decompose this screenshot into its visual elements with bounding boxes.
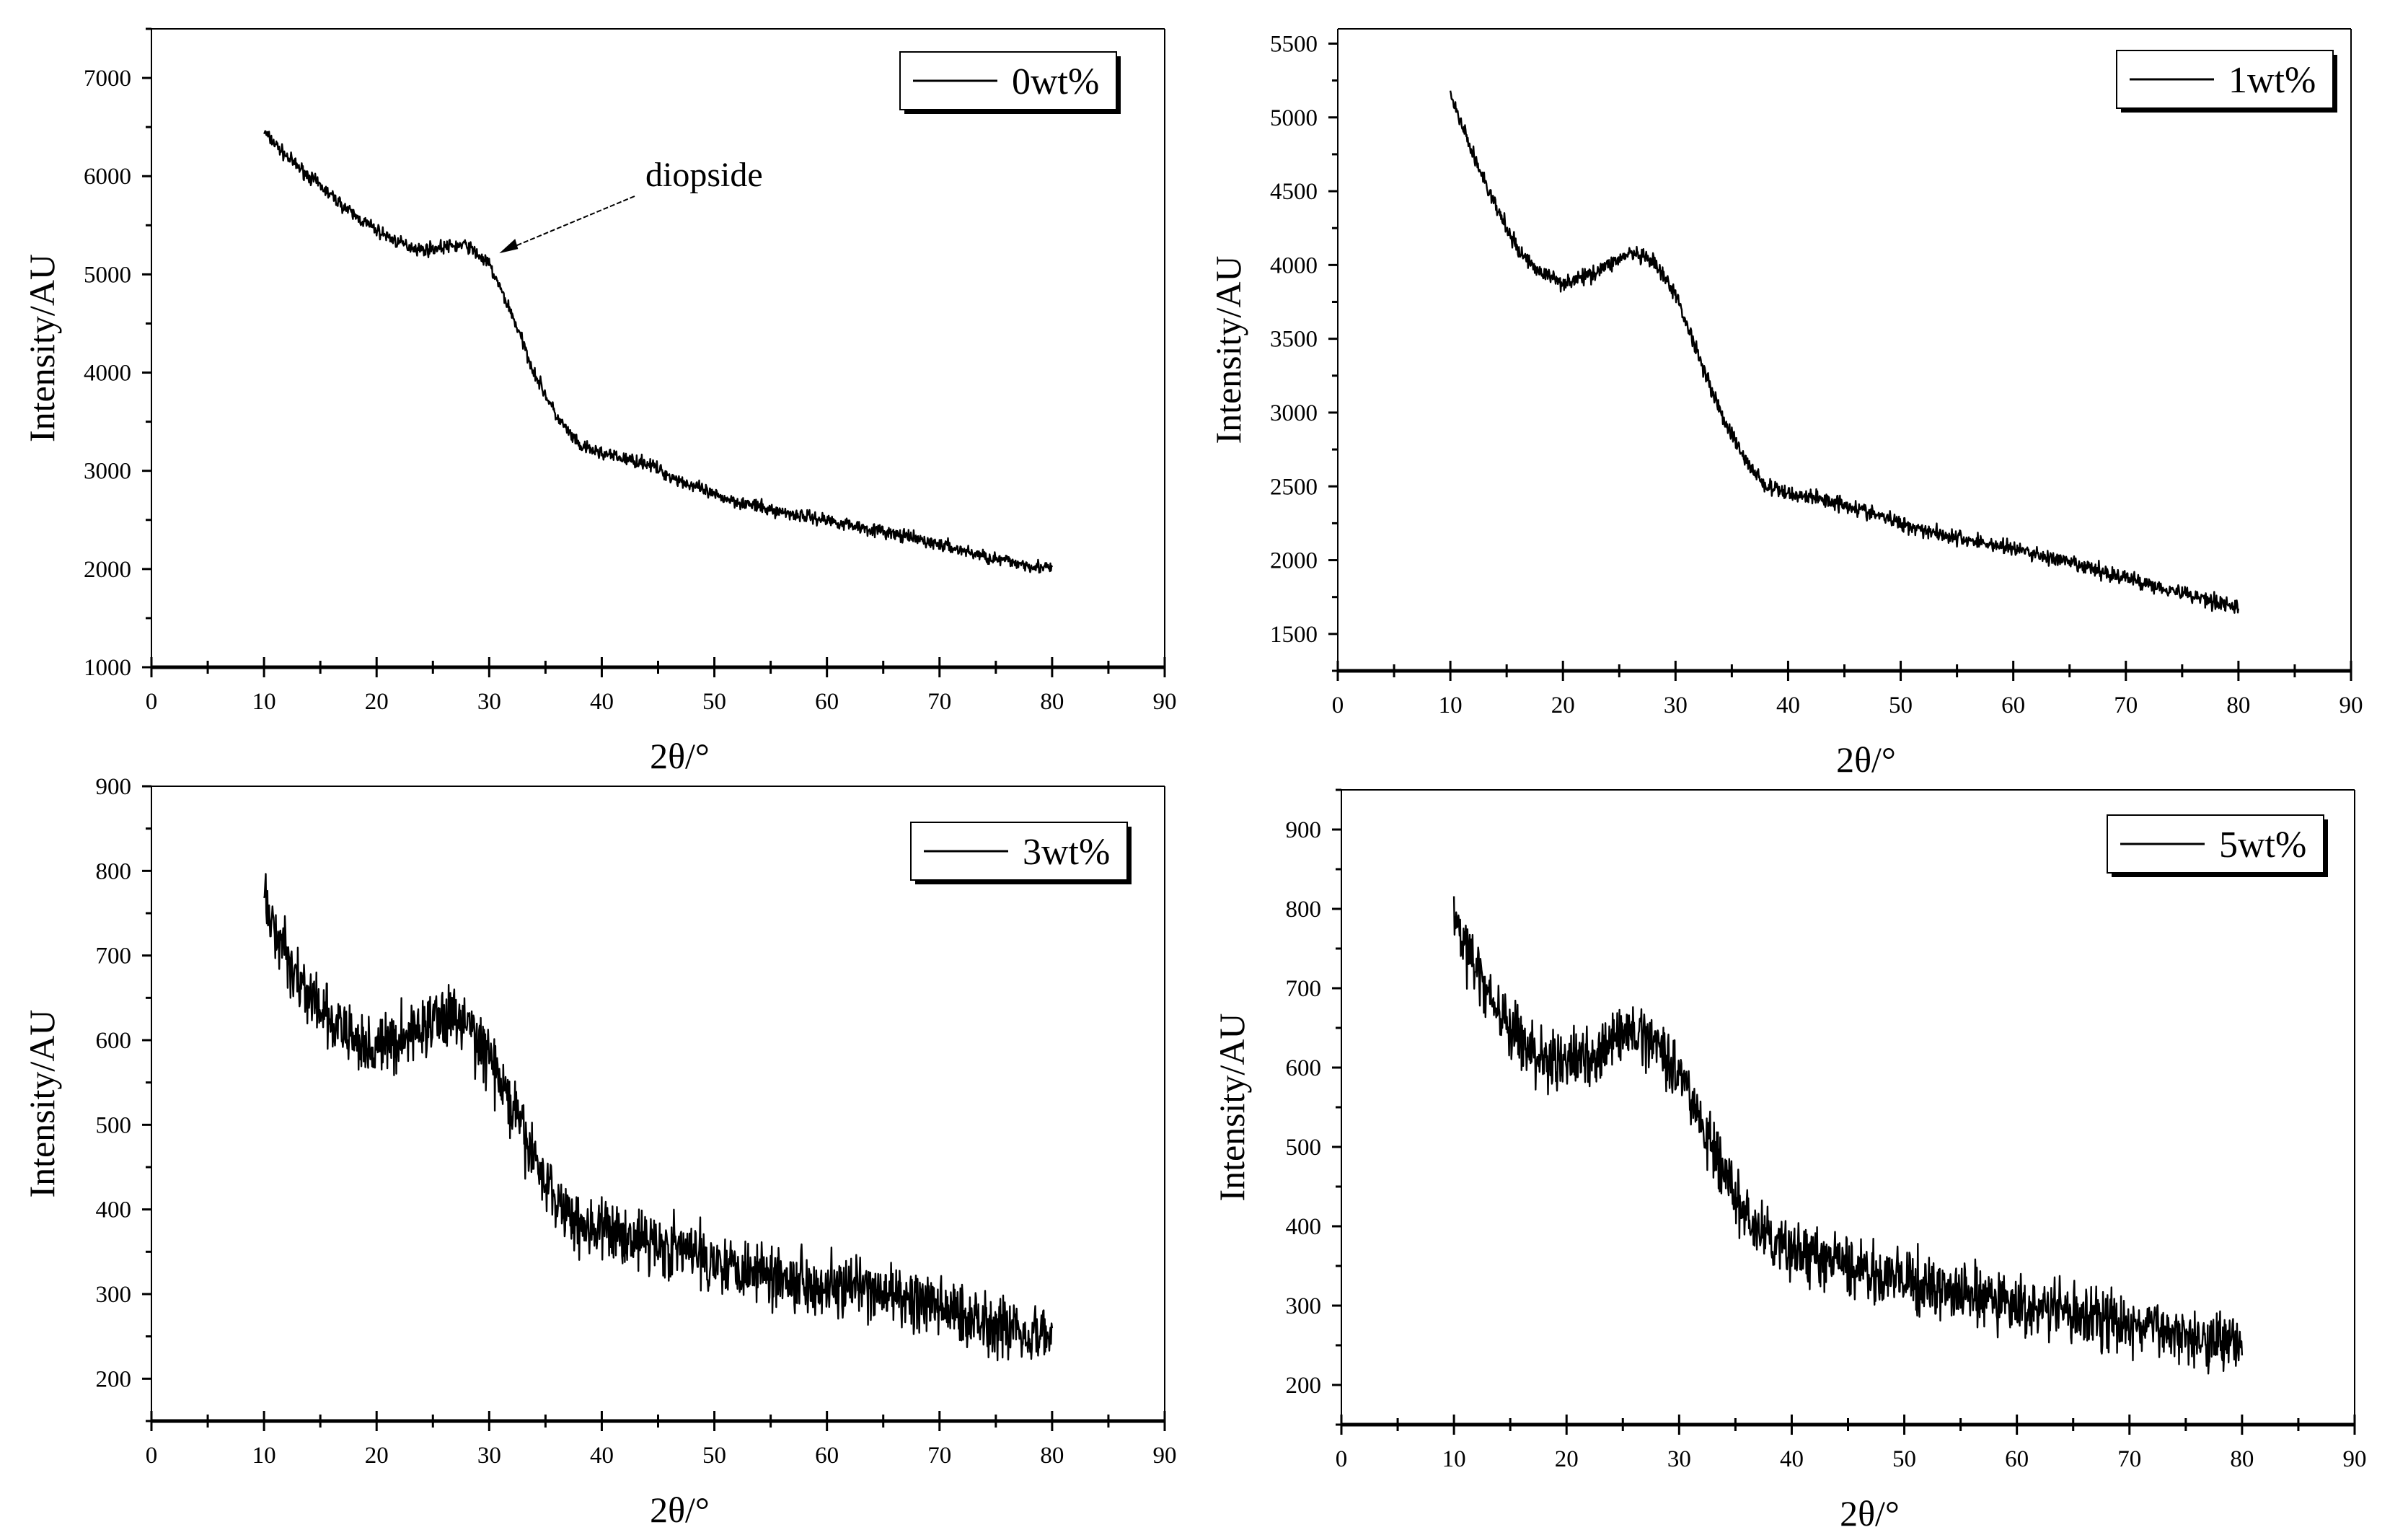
y-tick-label: 900 [1286, 817, 1322, 843]
y-axis-title: Intensity/AU [22, 1009, 62, 1197]
x-tick-label: 50 [702, 1443, 726, 1469]
x-tick-label: 10 [1439, 692, 1463, 718]
y-tick-label: 700 [96, 944, 132, 969]
x-tick-label: 20 [365, 1443, 389, 1469]
chart-panel-1: 0 10 20 30 40 50 60 70 80 90 1000 2000 3000 4000 5000 6… [22, 27, 1177, 776]
y-tick-label: 700 [1286, 976, 1322, 1002]
y-tick-label: 600 [96, 1028, 132, 1054]
x-tick-label: 50 [702, 689, 726, 715]
y-tick-label: 2000 [1270, 548, 1318, 574]
y-axis-title: Intensity/AU [1208, 255, 1248, 444]
x-tick-label: 20 [1551, 692, 1575, 718]
y-tick-label: 800 [1286, 897, 1322, 923]
x-axis-title: 2θ/° [1840, 1493, 1900, 1534]
x-tick-label: 80 [1040, 1443, 1064, 1469]
y-tick-label: 6000 [84, 164, 131, 190]
chart-panel-2: 0 10 20 30 40 50 60 70 80 90 1500 2000 2500 3000 3500 4… [1208, 28, 2363, 780]
y-tick-label: 200 [1286, 1373, 1322, 1399]
x-axis-title: 2θ/° [650, 736, 710, 776]
x-tick-label: 30 [477, 689, 501, 715]
x-tick-label: 90 [2339, 692, 2363, 718]
x-tick-label: 80 [1040, 689, 1064, 715]
annotation-arrow [506, 195, 635, 251]
y-tick-label: 4000 [84, 361, 131, 387]
annotation-label: diopside [645, 156, 763, 194]
y-tick-label: 1000 [84, 655, 131, 681]
x-tick-label: 50 [1889, 692, 1913, 718]
y-tick-label: 500 [1286, 1135, 1322, 1161]
y-tick-label: 2000 [84, 557, 131, 583]
legend-label: 0wt% [1012, 61, 1099, 102]
y-tick-label: 400 [96, 1197, 132, 1223]
y-tick-label: 500 [96, 1112, 132, 1138]
x-tick-label: 60 [815, 689, 839, 715]
legend-label: 1wt% [2228, 60, 2316, 101]
series-line-0wt% [263, 130, 1053, 574]
x-tick-label: 40 [590, 1443, 614, 1469]
y-tick-label: 900 [96, 774, 132, 800]
x-tick-label: 30 [1667, 1446, 1691, 1472]
x-tick-label: 0 [146, 1443, 158, 1469]
chart-panel-4: 0 10 20 30 40 50 60 70 80 90 200 300 400 500 600 700 800… [1212, 788, 2367, 1534]
y-tick-label: 800 [96, 858, 132, 884]
x-tick-label: 60 [2005, 1446, 2029, 1472]
x-tick-label: 70 [927, 689, 951, 715]
x-tick-label: 40 [1776, 692, 1800, 718]
x-tick-label: 30 [477, 1443, 501, 1469]
y-tick-label: 4500 [1270, 179, 1318, 205]
x-tick-label: 0 [1332, 692, 1344, 718]
y-tick-label: 600 [1286, 1055, 1322, 1081]
x-tick-label: 50 [1892, 1446, 1916, 1472]
x-tick-label: 40 [1780, 1446, 1804, 1472]
y-tick-label: 2500 [1270, 474, 1318, 500]
x-tick-label: 90 [1153, 1443, 1177, 1469]
x-tick-label: 70 [927, 1443, 951, 1469]
x-tick-label: 70 [2114, 692, 2138, 718]
x-tick-label: 10 [1442, 1446, 1466, 1472]
x-tick-label: 80 [2230, 1446, 2254, 1472]
x-tick-label: 20 [365, 689, 389, 715]
series-line-5wt% [1452, 896, 2244, 1375]
y-tick-label: 3000 [1270, 400, 1318, 426]
series-line-1wt% [1449, 90, 2240, 614]
y-tick-label: 400 [1286, 1214, 1322, 1240]
chart-panel-3: 0 10 20 30 40 50 60 70 80 90 200 300 400 500 600 700 800… [22, 774, 1177, 1530]
y-axis-title: Intensity/AU [22, 254, 62, 442]
legend-label: 3wt% [1023, 832, 1110, 873]
x-tick-label: 40 [590, 689, 614, 715]
x-tick-label: 30 [1664, 692, 1688, 718]
x-tick-label: 10 [252, 1443, 276, 1469]
annotation-arrowhead [499, 239, 519, 254]
y-axis-title: Intensity/AU [1212, 1013, 1252, 1201]
x-tick-label: 60 [2001, 692, 2025, 718]
y-tick-label: 3000 [84, 459, 131, 485]
x-tick-label: 90 [1153, 689, 1177, 715]
x-tick-label: 0 [1336, 1446, 1348, 1472]
y-tick-label: 300 [1286, 1293, 1322, 1319]
x-axis-title: 2θ/° [650, 1490, 710, 1530]
y-tick-label: 300 [96, 1282, 132, 1308]
x-tick-label: 10 [252, 689, 276, 715]
y-tick-label: 200 [96, 1366, 132, 1392]
x-tick-label: 0 [146, 689, 158, 715]
x-tick-label: 90 [2343, 1446, 2367, 1472]
y-tick-label: 5500 [1270, 31, 1318, 57]
y-tick-label: 5000 [84, 262, 131, 288]
x-axis-title: 2θ/° [1836, 739, 1896, 780]
x-tick-label: 70 [2117, 1446, 2141, 1472]
y-tick-label: 4000 [1270, 252, 1318, 278]
x-tick-label: 20 [1555, 1446, 1579, 1472]
x-tick-label: 80 [2226, 692, 2250, 718]
x-tick-label: 60 [815, 1443, 839, 1469]
legend-label: 5wt% [2219, 824, 2306, 866]
y-tick-label: 1500 [1270, 622, 1318, 648]
y-tick-label: 3500 [1270, 327, 1318, 353]
series-line-3wt% [263, 873, 1054, 1362]
y-tick-label: 7000 [84, 66, 131, 92]
y-tick-label: 5000 [1270, 105, 1318, 131]
